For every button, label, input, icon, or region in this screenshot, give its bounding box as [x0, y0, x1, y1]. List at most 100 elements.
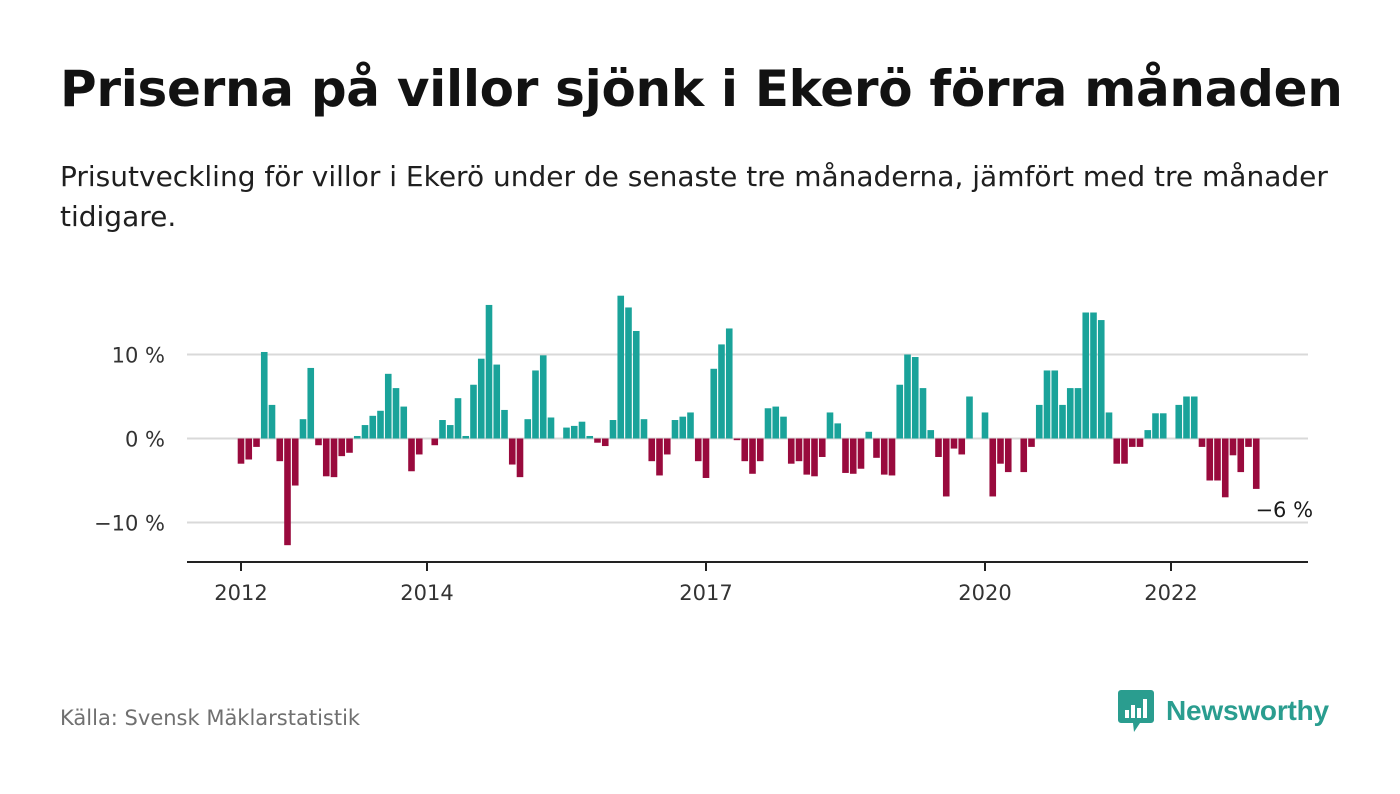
bar	[958, 438, 966, 455]
bar	[710, 368, 718, 439]
bar	[904, 354, 911, 439]
bar	[1059, 404, 1066, 439]
bar	[625, 307, 632, 439]
bar	[392, 388, 400, 439]
bar	[346, 438, 353, 453]
bar	[966, 396, 973, 439]
bar	[1144, 430, 1152, 439]
bar	[1237, 438, 1245, 473]
bar	[811, 438, 818, 477]
bar	[1074, 388, 1082, 439]
bar	[764, 408, 772, 439]
bar	[245, 438, 253, 460]
source-note: Källa: Svensk Mäklarstatistik	[60, 706, 361, 730]
bar	[896, 384, 904, 439]
bar	[803, 438, 811, 475]
bar	[873, 438, 880, 458]
bar	[950, 438, 958, 449]
bar	[501, 409, 508, 439]
bar	[299, 419, 307, 439]
bar	[415, 438, 423, 455]
bar	[570, 425, 578, 439]
bar	[330, 438, 338, 478]
bar	[1051, 370, 1059, 439]
bar-chart: 10 % 0 % −10 % 2012 2014 2017 2020 2022 −6 %	[94, 295, 1313, 605]
bar	[539, 355, 547, 439]
bar	[981, 412, 989, 439]
bar	[1128, 438, 1136, 447]
y-tick-label: 10 %	[112, 344, 165, 368]
bar	[547, 417, 555, 439]
bar	[353, 435, 361, 439]
bar	[787, 438, 795, 464]
bar	[315, 438, 322, 446]
bar	[818, 438, 826, 457]
bar	[1113, 438, 1121, 464]
bar	[260, 351, 268, 439]
bar	[849, 438, 857, 474]
annotation: −6 %	[1255, 498, 1313, 522]
bar	[338, 438, 346, 457]
bar	[795, 438, 803, 462]
bar	[842, 438, 849, 473]
bar	[594, 438, 601, 443]
bar	[663, 438, 671, 455]
bar	[532, 370, 539, 439]
bar	[609, 420, 617, 439]
bar	[307, 367, 315, 439]
bar	[361, 425, 369, 439]
bar	[284, 438, 291, 546]
newsworthy-logo-icon	[1118, 690, 1154, 732]
newsworthy-logo[interactable]: Newsworthy	[1118, 690, 1329, 732]
bar	[400, 406, 408, 439]
bar	[276, 438, 284, 462]
bar	[1183, 396, 1190, 439]
bar	[1245, 438, 1252, 447]
bar	[1214, 438, 1221, 481]
bar	[470, 384, 477, 439]
bar	[237, 438, 245, 464]
bar	[617, 295, 625, 439]
bar	[1028, 438, 1035, 447]
x-tick-label: 2020	[958, 581, 1011, 605]
bar	[648, 438, 656, 462]
x-tick-label: 2022	[1144, 581, 1197, 605]
bar	[1020, 438, 1028, 473]
y-tick-label: −10 %	[94, 512, 165, 536]
bar	[1121, 438, 1128, 464]
bar	[1105, 412, 1113, 439]
bar	[369, 415, 377, 439]
bar	[880, 438, 888, 475]
bar	[462, 435, 470, 439]
bar	[671, 420, 679, 439]
chart-title: Priserna på villor sjönk i Ekerö förra m…	[60, 60, 1343, 118]
bar	[516, 438, 524, 478]
bar	[865, 431, 873, 439]
bar	[1198, 438, 1206, 447]
bar	[408, 438, 415, 472]
bar	[1136, 438, 1144, 447]
bar	[1190, 396, 1198, 439]
bar	[756, 438, 764, 462]
bar	[656, 438, 663, 476]
bar	[493, 364, 501, 439]
bar	[687, 412, 694, 439]
bar	[1252, 438, 1260, 489]
bar	[725, 328, 733, 439]
bar	[1090, 312, 1097, 439]
bar	[1206, 438, 1214, 481]
bar	[857, 438, 865, 469]
bar	[911, 357, 919, 439]
bar	[834, 423, 842, 439]
bar	[694, 438, 702, 462]
bar	[1097, 320, 1105, 439]
bars	[237, 295, 1260, 546]
bar	[888, 438, 896, 476]
last-value-annotation: −6 %	[1255, 498, 1313, 522]
bar	[1004, 438, 1012, 473]
bar	[935, 438, 942, 457]
bar	[1152, 413, 1159, 439]
bar	[919, 388, 927, 439]
bar	[384, 373, 392, 439]
x-tick-label: 2017	[679, 581, 732, 605]
